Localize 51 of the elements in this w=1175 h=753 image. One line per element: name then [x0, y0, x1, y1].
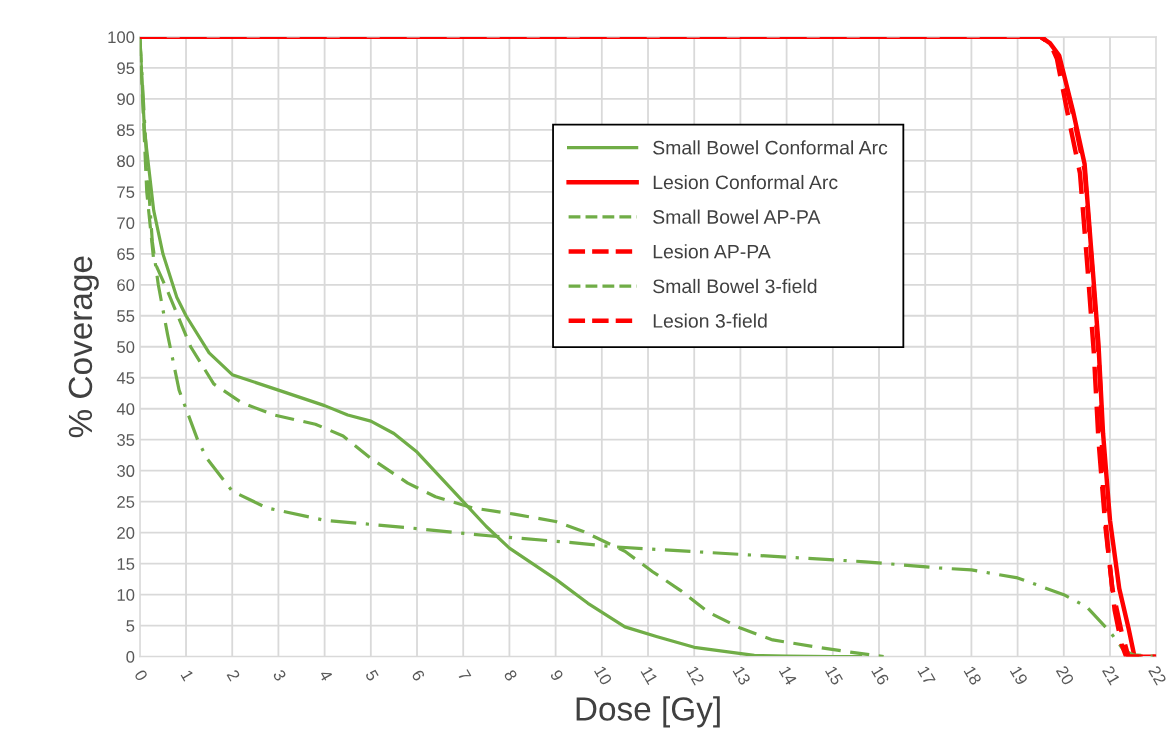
x-tick-label: 4: [318, 668, 333, 682]
y-tick-label: 55: [117, 310, 135, 322]
x-tick-label: 7: [457, 669, 472, 682]
x-tick-label: 19: [1009, 665, 1029, 686]
y-axis-title: % Coverage: [68, 256, 99, 438]
legend-label: Small Bowel 3-field: [653, 278, 817, 294]
legend-label: Lesion AP-PA: [653, 244, 771, 259]
x-tick-label: 15: [824, 665, 844, 686]
y-tick-label: 65: [117, 248, 135, 260]
x-tick-label: 20: [1055, 665, 1075, 686]
x-tick-label: 16: [871, 665, 890, 686]
y-tick-label: 100: [108, 31, 135, 44]
x-tick-label: 10: [593, 665, 613, 686]
x-tick-label: 11: [640, 666, 659, 686]
y-tick-label: 35: [117, 434, 135, 446]
x-tick-label: 14: [778, 665, 798, 686]
y-tick-label: 40: [116, 403, 135, 415]
y-tick-label: 80: [117, 155, 135, 168]
x-tick-label: 6: [411, 669, 426, 682]
legend-label: Small Bowel Conformal Arc: [653, 140, 888, 155]
y-tick-label: 90: [117, 93, 135, 106]
x-tick-label: 21: [1102, 665, 1121, 686]
x-axis-title: Dose [Gy]: [576, 696, 720, 728]
x-tick-label: 2: [226, 669, 241, 682]
x-tick-label: 8: [503, 669, 518, 682]
y-tick-label: 0: [126, 651, 135, 663]
y-tick-label: 20: [117, 527, 135, 539]
x-tick-label: 22: [1148, 665, 1167, 686]
x-tick-label: 9: [549, 669, 564, 682]
x-tick-label: 12: [686, 665, 705, 686]
x-tick-label: 18: [963, 665, 983, 686]
y-tick-label: 60: [117, 279, 135, 291]
x-tick-label: 13: [732, 665, 752, 686]
legend-label: Small Bowel AP-PA: [653, 209, 821, 224]
y-tick-label: 70: [117, 217, 135, 230]
y-tick-label: 10: [117, 589, 135, 601]
y-tick-label: 30: [117, 465, 135, 477]
y-tick-label: 25: [117, 496, 135, 508]
y-tick-label: 5: [126, 620, 135, 632]
y-tick-label: 15: [117, 558, 135, 570]
y-tick-label: 75: [117, 186, 135, 199]
legend-label: Lesion Conformal Arc: [653, 174, 838, 190]
y-tick-label: 85: [117, 124, 135, 137]
y-tick-label: 45: [116, 372, 135, 384]
legend-label: Lesion 3-field: [653, 313, 767, 328]
x-tick-label: 5: [364, 669, 379, 682]
y-tick-label: 50: [117, 341, 135, 353]
x-tick-label: 17: [917, 665, 936, 686]
x-tick-label: 1: [180, 669, 195, 682]
x-tick-label: 3: [272, 668, 287, 682]
y-tick-label: 95: [117, 62, 135, 75]
